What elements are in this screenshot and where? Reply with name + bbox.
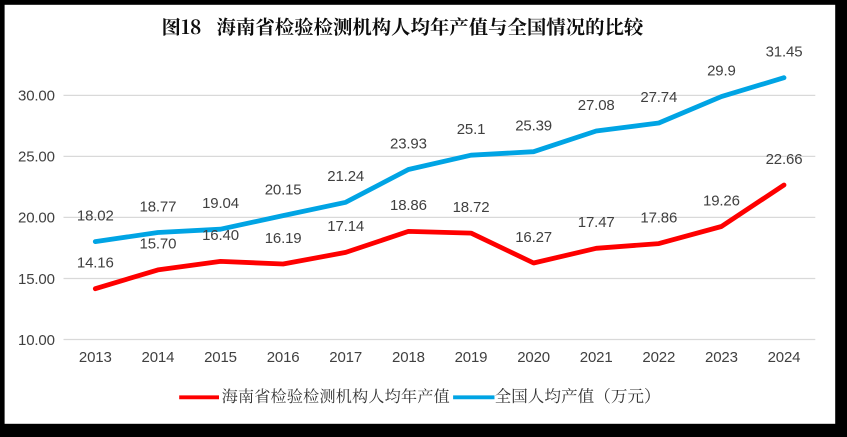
svg-text:21.24: 21.24 — [327, 168, 364, 185]
svg-text:20.00: 20.00 — [18, 210, 55, 227]
svg-text:20.15: 20.15 — [265, 181, 302, 198]
svg-text:2024: 2024 — [768, 349, 801, 366]
svg-text:31.45: 31.45 — [766, 44, 803, 61]
svg-text:10.00: 10.00 — [18, 332, 55, 349]
svg-text:2018: 2018 — [392, 349, 425, 366]
svg-text:2020: 2020 — [517, 349, 550, 366]
svg-text:22.66: 22.66 — [766, 151, 803, 168]
svg-text:18.77: 18.77 — [140, 198, 177, 215]
svg-text:30.00: 30.00 — [18, 88, 55, 105]
svg-text:2019: 2019 — [455, 349, 488, 366]
svg-text:25.39: 25.39 — [515, 118, 552, 135]
svg-text:18.72: 18.72 — [453, 199, 490, 216]
svg-text:17.47: 17.47 — [578, 214, 615, 231]
svg-text:15.70: 15.70 — [140, 236, 177, 253]
svg-text:2021: 2021 — [580, 349, 613, 366]
svg-text:2023: 2023 — [705, 349, 738, 366]
svg-text:2022: 2022 — [642, 349, 675, 366]
svg-text:19.04: 19.04 — [202, 195, 239, 212]
svg-text:18.02: 18.02 — [77, 207, 114, 224]
svg-text:17.14: 17.14 — [327, 218, 364, 235]
svg-text:14.16: 14.16 — [77, 255, 114, 272]
svg-text:27.74: 27.74 — [640, 89, 677, 106]
svg-text:19.26: 19.26 — [703, 192, 740, 209]
svg-text:17.86: 17.86 — [640, 209, 677, 226]
svg-text:23.93: 23.93 — [390, 135, 427, 152]
svg-text:18.86: 18.86 — [390, 197, 427, 214]
svg-text:15.00: 15.00 — [18, 271, 55, 288]
svg-text:25.00: 25.00 — [18, 149, 55, 166]
svg-text:2017: 2017 — [329, 349, 362, 366]
svg-text:16.40: 16.40 — [202, 227, 239, 244]
svg-text:2014: 2014 — [142, 349, 175, 366]
svg-text:29.9: 29.9 — [707, 62, 736, 79]
svg-text:16.27: 16.27 — [515, 229, 552, 246]
svg-text:16.19: 16.19 — [265, 230, 302, 247]
svg-text:25.1: 25.1 — [457, 121, 486, 138]
svg-text:2013: 2013 — [79, 349, 112, 366]
svg-text:2016: 2016 — [267, 349, 300, 366]
svg-text:2015: 2015 — [204, 349, 237, 366]
svg-text:27.08: 27.08 — [578, 97, 615, 114]
